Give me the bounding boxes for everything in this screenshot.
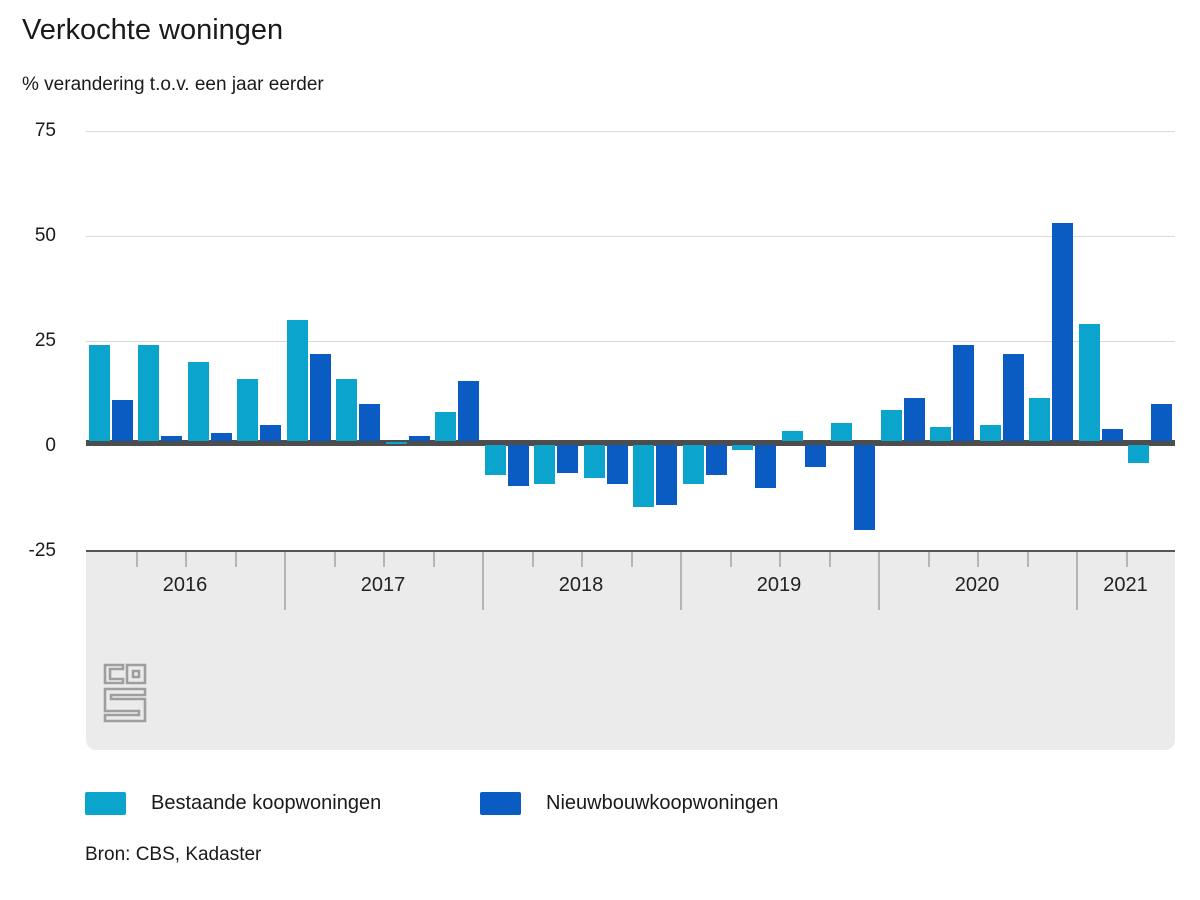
quarter-tick [1027,552,1029,567]
bar-nieuwbouwkoopwoningen-2018-q2 [557,445,578,473]
year-separator [878,552,880,610]
bar-bestaande-2016-q3 [188,362,209,441]
quarter-tick [185,552,187,567]
chart-subtitle: % verandering t.o.v. een jaar eerder [22,74,324,95]
chart-title: Verkochte woningen [22,14,284,46]
zero-axis-line [86,440,1175,446]
bar-nieuwbouwkoopwoningen-2020-q4 [1052,223,1073,441]
x-axis-band: 2016 2017 2018 2019 2020 2021 [86,550,1175,750]
y-axis-label-75: 75 [34,120,56,141]
bar-bestaande-2017-q4 [435,412,456,441]
legend-label-bestaande: Bestaande koopwoningen [151,791,382,814]
bar-nieuwbouwkoopwoningen-2021-q1 [1102,429,1123,441]
bar-nieuwbouwkoopwoningen-2019-q3 [805,445,826,467]
bar-bestaande-2017-q2 [336,379,357,441]
bar-bestaande-2021-q1 [1079,324,1100,441]
bar-nieuwbouwkoopwoningen-2019-q2 [755,445,776,488]
bar-nieuwbouwkoopwoningen-2018-q3 [607,445,628,484]
quarter-tick [730,552,732,567]
y-axis-label-50: 50 [34,225,56,246]
bar-nieuwbouwkoopwoningen-2016-q4 [260,425,281,441]
year-label-2019: 2019 [756,574,802,596]
year-separator [1076,552,1078,610]
legend-label-nieuwbouw: Nieuwbouwkoopwoningen [546,791,779,814]
year-separator [482,552,484,610]
y-axis-label--25: -25 [28,540,56,561]
bar-bestaande-2020-q1 [881,410,902,441]
quarter-tick [235,552,237,567]
bar-bestaande-2019-q2 [732,445,753,450]
bar-nieuwbouwkoopwoningen-2017-q1 [310,354,331,441]
bar-bestaande-2019-q3 [782,431,803,441]
bar-nieuwbouwkoopwoningen-2017-q2 [359,404,380,441]
bar-bestaande-2018-q4 [633,445,654,507]
bar-bestaande-2016-q2 [138,345,159,441]
year-separator [680,552,682,610]
quarter-tick [433,552,435,567]
bar-bestaande-2018-q3 [584,445,605,478]
gridline-75 [86,131,1175,132]
gridline-25 [86,341,1175,342]
quarter-tick [631,552,633,567]
legend-swatch-bestaande-icon [85,791,126,815]
legend-item-bestaande: Bestaande koopwoningen [85,791,381,815]
quarter-tick [779,552,781,567]
year-label-2021: 2021 [1103,574,1148,596]
bar-bestaande-2016-q4 [237,379,258,441]
source-text: Bron: CBS, Kadaster [85,844,262,865]
quarter-tick [928,552,930,567]
bar-nieuwbouwkoopwoningen-2017-q3 [409,436,430,441]
quarter-tick [977,552,979,567]
bar-bestaande-2020-q3 [980,425,1001,441]
year-label-2020: 2020 [954,574,1000,596]
bar-nieuwbouwkoopwoningen-2018-q1 [508,445,529,486]
bar-bestaande-2017-q1 [287,320,308,441]
quarter-tick [829,552,831,567]
bar-nieuwbouwkoopwoningen-2016-q3 [211,433,232,441]
quarter-tick [383,552,385,567]
year-label-2018: 2018 [558,574,604,596]
bar-bestaande-2016-q1 [89,345,110,441]
bar-bestaande-2020-q2 [930,427,951,441]
bar-nieuwbouwkoopwoningen-2021-q2 [1151,404,1172,441]
y-axis-label-0: 0 [45,435,56,456]
quarter-tick [532,552,534,567]
bar-bestaande-2019-q1 [683,445,704,484]
quarter-tick [136,552,138,567]
bar-nieuwbouwkoopwoningen-2020-q1 [904,398,925,441]
bar-nieuwbouwkoopwoningen-2016-q2 [161,436,182,441]
bar-nieuwbouwkoopwoningen-2016-q1 [112,400,133,441]
bar-nieuwbouwkoopwoningen-2019-q1 [706,445,727,475]
bar-nieuwbouwkoopwoningen-2018-q4 [656,445,677,505]
bar-nieuwbouwkoopwoningen-2020-q2 [953,345,974,441]
year-label-2017: 2017 [360,574,406,596]
cbs-logo [103,663,147,723]
bar-bestaande-2017-q3 [386,442,407,444]
bar-bestaande-2019-q4 [831,423,852,441]
legend-item-nieuwbouw: Nieuwbouwkoopwoningen [480,791,778,815]
year-separator [284,552,286,610]
bar-nieuwbouwkoopwoningen-2020-q3 [1003,354,1024,441]
quarter-tick [1126,552,1128,567]
bar-bestaande-2021-q2 [1128,445,1149,463]
bar-bestaande-2020-q4 [1029,398,1050,441]
quarter-tick [334,552,336,567]
bar-nieuwbouwkoopwoningen-2019-q4 [854,445,875,530]
quarter-tick [581,552,583,567]
gridline-50 [86,236,1175,237]
year-label-2016: 2016 [162,574,208,596]
y-axis-label-25: 25 [34,330,56,351]
bar-nieuwbouwkoopwoningen-2017-q4 [458,381,479,441]
bar-bestaande-2018-q2 [534,445,555,484]
legend-swatch-nieuwbouw-icon [480,791,521,815]
bar-bestaande-2018-q1 [485,445,506,475]
